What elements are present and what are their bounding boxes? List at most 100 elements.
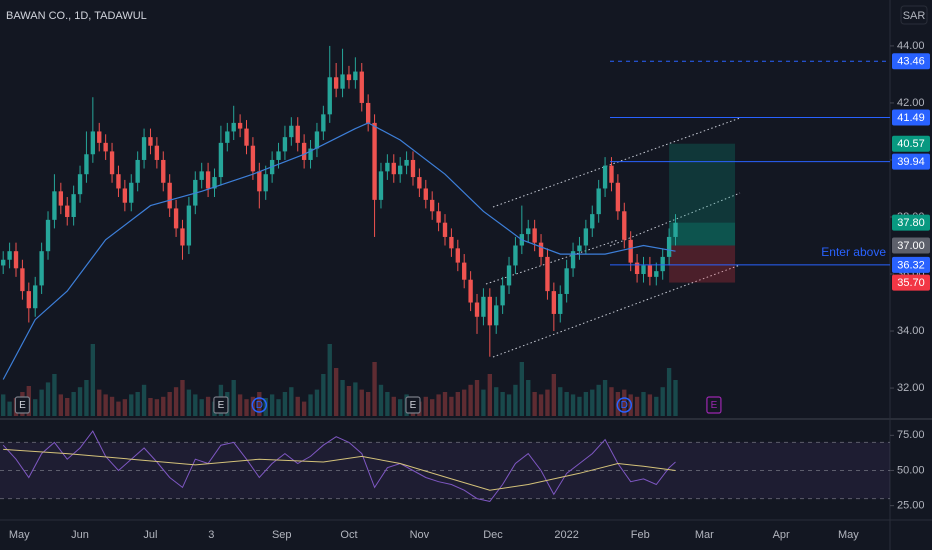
volume-bar <box>583 392 589 416</box>
price-badge-label: 37.00 <box>897 240 925 252</box>
x-tick-label: Jun <box>71 529 89 541</box>
y-tick-label: 34.00 <box>897 325 925 337</box>
candle-body <box>39 251 44 286</box>
price-badge <box>892 135 930 152</box>
x-tick-label: 3 <box>208 529 214 541</box>
candle-body <box>378 171 384 200</box>
candle-body <box>65 205 70 217</box>
volume-bar <box>654 396 659 416</box>
volume-bar <box>365 392 371 416</box>
x-tick-label: Nov <box>410 529 430 541</box>
volume-bar <box>481 389 486 416</box>
candle-body <box>148 137 153 146</box>
candle-body <box>225 131 230 143</box>
candle-body <box>20 268 25 292</box>
candle-body <box>308 148 313 160</box>
candle-body <box>97 131 102 143</box>
x-tick-label: Oct <box>340 529 357 541</box>
candle-body <box>647 265 653 277</box>
price-badge-label: 35.70 <box>897 277 925 289</box>
candle-body <box>538 242 544 257</box>
candle-body <box>442 222 448 237</box>
candle-body <box>660 256 665 272</box>
volume-bar <box>359 389 364 416</box>
candle-body <box>609 165 614 183</box>
stop-zone <box>669 245 736 283</box>
currency[interactable]: SAR <box>903 10 926 22</box>
volume-bar <box>398 399 403 416</box>
volume-bar <box>647 394 653 416</box>
candle-body <box>436 211 441 223</box>
volume-bar <box>58 394 64 416</box>
volume-bar <box>1 394 6 416</box>
volume-bar <box>65 398 70 416</box>
candle-body <box>346 74 352 81</box>
volume-bar <box>199 399 204 416</box>
candle-body <box>250 145 256 172</box>
volume-bar <box>52 374 57 416</box>
price-badge <box>892 256 930 273</box>
candle-body <box>212 177 217 189</box>
candle-body <box>1 259 6 266</box>
volume-bar <box>487 374 492 416</box>
volume-bar <box>109 396 115 416</box>
volume-bar <box>641 392 646 416</box>
y-tick-label: 44.00 <box>897 40 925 52</box>
rsi-band <box>0 442 890 499</box>
currency-box[interactable] <box>900 5 928 25</box>
candle-body <box>404 159 409 166</box>
volume-bar <box>519 362 525 416</box>
volume-bar <box>276 399 281 416</box>
candle-body <box>135 159 140 183</box>
price-badge-label: 39.94 <box>897 156 925 168</box>
volume-bar <box>39 389 44 416</box>
y-tick-label: 50.00 <box>897 464 925 476</box>
volume-bar <box>180 380 185 416</box>
candle-body <box>577 245 582 252</box>
candle-body <box>449 236 454 249</box>
candle-body <box>481 296 486 317</box>
x-tick-label: 2022 <box>554 529 578 541</box>
event-badge <box>213 396 229 414</box>
candle-body <box>564 268 569 294</box>
candle-body <box>301 142 307 160</box>
volume-bar <box>129 394 134 416</box>
event-badge <box>706 396 722 414</box>
volume-bar <box>430 399 435 416</box>
candle-body <box>430 199 435 212</box>
candle-body <box>71 194 76 217</box>
candle-body <box>263 174 268 192</box>
volume-bar <box>500 392 505 416</box>
volume-bar <box>173 387 179 416</box>
candle-body <box>327 77 332 115</box>
volume-bar <box>148 398 153 416</box>
volume-bar <box>308 394 313 416</box>
volume-bar <box>33 399 38 416</box>
candle-body <box>340 74 345 89</box>
candle-body <box>141 137 147 160</box>
candle-body <box>558 293 563 314</box>
volume-bar <box>257 392 262 416</box>
volume-bar <box>135 392 140 416</box>
volume-bar <box>103 394 108 416</box>
x-tick-label: Apr <box>773 529 790 541</box>
event-label: D <box>256 400 263 411</box>
candle-body <box>455 248 460 263</box>
event-label: E <box>410 400 417 411</box>
volume-bar <box>346 386 352 416</box>
candle-body <box>13 251 19 269</box>
channel-middle <box>609 192 741 247</box>
price-badge-label: 37.80 <box>897 217 925 229</box>
candle-body <box>205 171 211 189</box>
candle-body <box>666 236 672 257</box>
volume-bar <box>141 384 147 416</box>
candle-body <box>622 211 627 240</box>
event-label: E <box>711 400 718 411</box>
volume-bar <box>532 392 537 416</box>
event-label: D <box>621 400 628 411</box>
price-badge <box>892 109 930 126</box>
candle-body <box>295 125 300 143</box>
volume-bar <box>116 401 121 416</box>
volume-bar <box>77 387 83 416</box>
candle-body <box>161 159 166 183</box>
